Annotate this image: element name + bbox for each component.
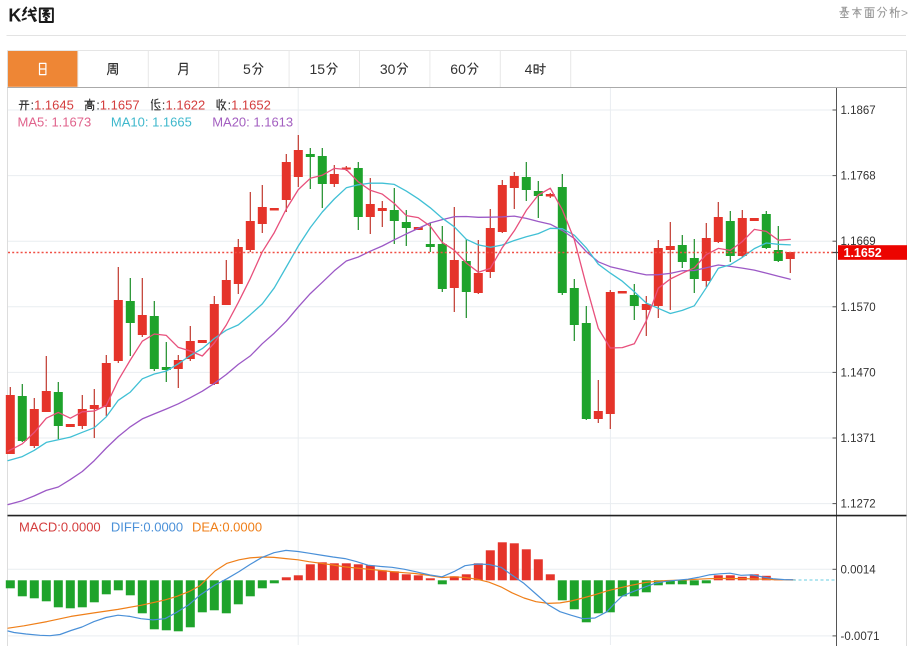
svg-text:-0.0071: -0.0071 bbox=[841, 631, 880, 643]
svg-text:5: 5 bbox=[243, 61, 251, 77]
svg-text:1.1272: 1.1272 bbox=[841, 499, 876, 511]
svg-text:>: > bbox=[901, 6, 908, 20]
svg-text:MACD:0.0000: MACD:0.0000 bbox=[19, 520, 101, 535]
svg-text::: : bbox=[31, 98, 35, 113]
svg-text:DIFF:0.0000: DIFF:0.0000 bbox=[111, 520, 183, 535]
svg-text:0.0014: 0.0014 bbox=[841, 564, 877, 576]
svg-text:MA10: 1.1665: MA10: 1.1665 bbox=[111, 115, 192, 130]
svg-text:MA5: 1.1673: MA5: 1.1673 bbox=[18, 115, 92, 130]
svg-text:15: 15 bbox=[310, 61, 326, 77]
svg-text:1.1652: 1.1652 bbox=[231, 98, 271, 113]
svg-text:60: 60 bbox=[450, 61, 466, 77]
svg-text:MA20: 1.1613: MA20: 1.1613 bbox=[212, 115, 293, 130]
svg-text:1.1645: 1.1645 bbox=[34, 98, 74, 113]
svg-text:1.1768: 1.1768 bbox=[841, 171, 876, 183]
svg-text::: : bbox=[162, 98, 166, 113]
svg-text:4: 4 bbox=[525, 61, 533, 77]
svg-text:DEA:0.0000: DEA:0.0000 bbox=[192, 520, 262, 535]
svg-text:1.1657: 1.1657 bbox=[100, 98, 140, 113]
svg-text:1.1652: 1.1652 bbox=[844, 246, 882, 260]
svg-text:1.1470: 1.1470 bbox=[841, 367, 876, 379]
svg-text::: : bbox=[96, 98, 100, 113]
svg-text:K: K bbox=[8, 5, 21, 25]
svg-text:1.1622: 1.1622 bbox=[166, 98, 206, 113]
svg-text:1.1570: 1.1570 bbox=[841, 302, 876, 314]
svg-text:1.1867: 1.1867 bbox=[841, 105, 876, 117]
svg-text:1.1371: 1.1371 bbox=[841, 433, 876, 445]
svg-text:30: 30 bbox=[380, 61, 396, 77]
svg-text::: : bbox=[228, 98, 232, 113]
